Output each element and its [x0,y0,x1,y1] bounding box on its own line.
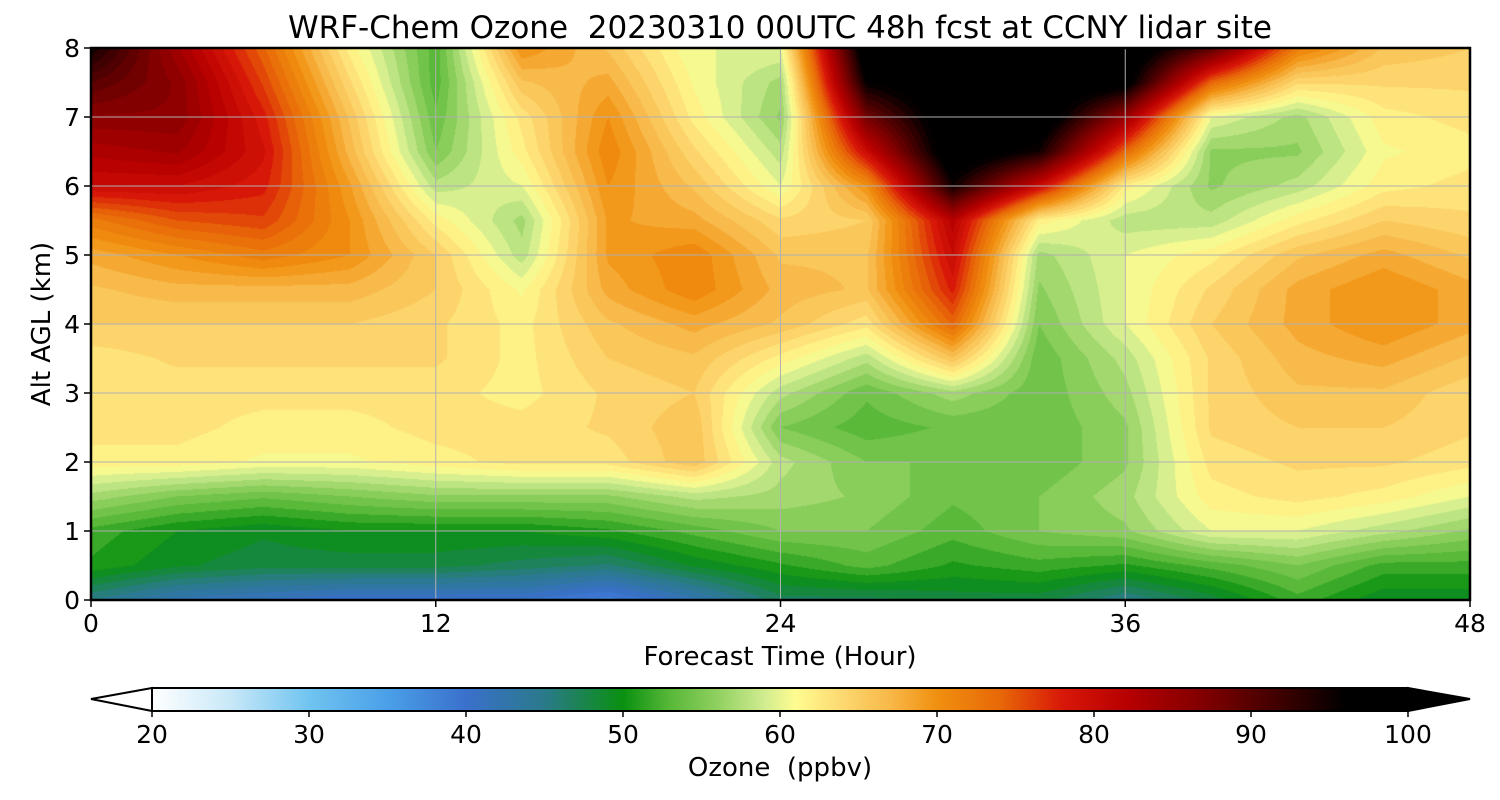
x-tick-label: 36 [1109,609,1141,638]
colorbar-tick-label: 30 [293,720,325,749]
colorbar-ticks: 20 30 40 50 60 70 80 90 100 [136,711,1432,749]
x-axis: 0 12 24 36 48 [83,600,1486,638]
x-tick-label: 48 [1454,609,1486,638]
y-tick-label: 4 [64,310,80,339]
x-tick-label: 24 [765,609,797,638]
chart-title: WRF-Chem Ozone 20230310 00UTC 48h fcst a… [288,10,1272,46]
colorbar-bar [151,687,1409,712]
y-tick-label: 1 [64,517,80,546]
y-tick-label: 3 [64,379,80,408]
grid-lines [91,48,1470,600]
colorbar-extend-low [90,686,153,713]
y-tick-label: 8 [64,34,80,63]
x-tick-label: 0 [83,609,99,638]
y-tick-label: 0 [64,586,80,615]
colorbar-tick-label: 90 [1235,720,1267,749]
colorbar-tick-label: 70 [921,720,953,749]
y-axis: 0 1 2 3 4 5 6 7 8 [64,34,91,615]
colorbar-tick-label: 60 [764,720,796,749]
y-tick-label: 6 [64,172,80,201]
x-tick-label: 12 [420,609,452,638]
colorbar-tick-label: 50 [607,720,639,749]
colorbar-extend-high [1407,686,1471,713]
plot-area [89,46,1472,602]
colorbar-label: Ozone (ppbv) [688,753,872,783]
colorbar-tick-label: 100 [1384,720,1432,749]
y-tick-label: 2 [64,448,80,477]
y-tick-label: 5 [64,241,80,270]
colorbar-tick-label: 80 [1078,720,1110,749]
y-tick-label: 7 [64,103,80,132]
colorbar-tick-label: 40 [450,720,482,749]
colorbar: 20 30 40 50 60 70 80 90 100 Ozone (ppbv) [90,686,1471,783]
x-axis-label: Forecast Time (Hour) [643,642,916,672]
y-axis-label: Alt AGL (km) [27,242,57,406]
colorbar-tick-label: 20 [136,720,168,749]
